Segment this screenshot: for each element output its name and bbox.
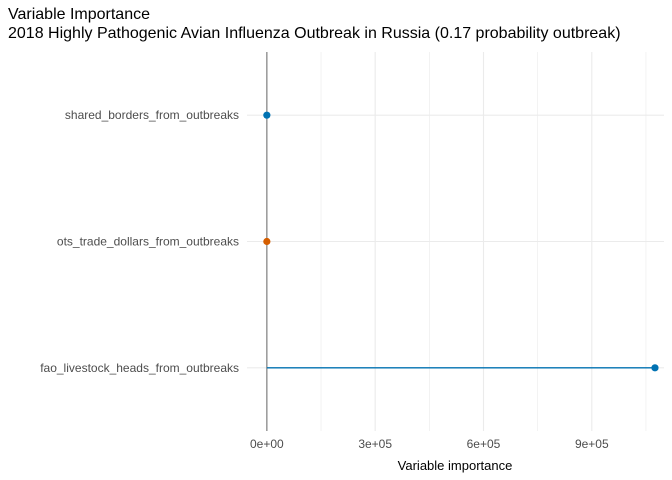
label-layer: shared_borders_from_outbreaks ots_trade_d… (40, 108, 609, 451)
lollipop-point (651, 364, 659, 372)
x-axis-title: Variable importance (398, 458, 513, 473)
y-tick-label: ots_trade_dollars_from_outbreaks (57, 235, 239, 249)
y-tick-label: shared_borders_from_outbreaks (65, 108, 239, 122)
x-tick-label: 3e+05 (358, 437, 392, 451)
x-tick-label: 0e+00 (250, 437, 284, 451)
mark-layer (263, 111, 659, 372)
lollipop-point (263, 237, 271, 246)
chart-title: Variable Importance (8, 6, 150, 23)
chart-subtitle: 2018 Highly Pathogenic Avian Influenza O… (8, 25, 621, 42)
lollipop-point (263, 111, 271, 119)
x-tick-label: 6e+05 (467, 437, 501, 451)
y-tick-label: fao_livestock_heads_from_outbreaks (40, 361, 239, 375)
grid-layer (247, 52, 664, 431)
x-tick-label: 9e+05 (575, 437, 609, 451)
